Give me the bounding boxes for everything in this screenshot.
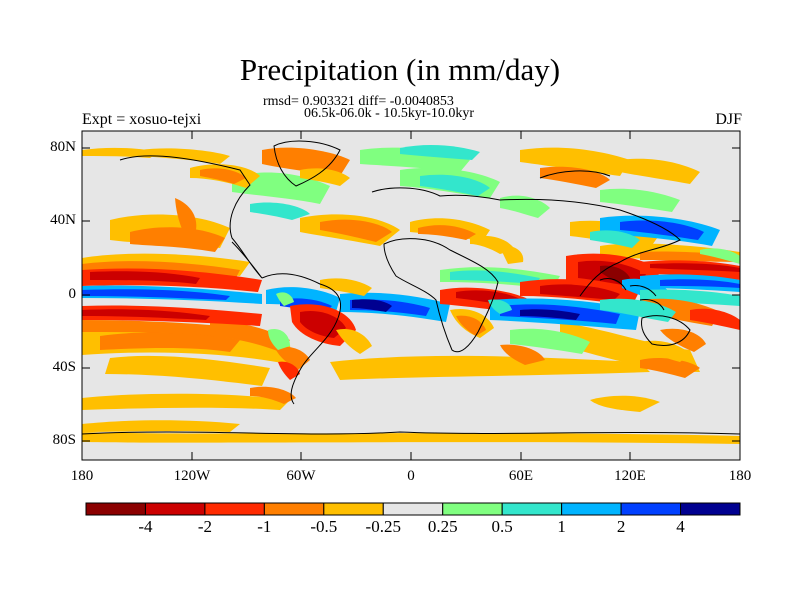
colorbar-swatch [680,502,741,516]
lon-label-180e: 180 [728,468,752,484]
colorbar-label: -0.25 [365,517,401,536]
axis-ticks [82,131,740,460]
colorbar-swatch [323,502,384,516]
lat-label-0: 0 [68,286,77,302]
stats-subtitle: rmsd= 0.903321 diff= -0.0040853 [263,94,454,109]
colorbar-label: 2 [616,517,626,536]
colorbar-label: -1 [257,517,272,536]
colorbar-label: 0.5 [491,517,513,536]
colorbar-swatch [144,502,206,516]
chart-title: Precipitation (in mm/day) [239,52,561,87]
colorbar-swatch [620,502,682,516]
colorbar-swatch [561,502,622,516]
coastlines [82,140,740,435]
colorbar-label: -2 [197,517,212,536]
lon-label-60e: 60E [508,468,534,484]
lon-label-120w: 120W [173,468,211,484]
lat-label-40s: 40S [52,359,76,375]
colorbar-label: 1 [557,517,566,536]
colorbar-label: 0.25 [427,517,458,536]
lat-label-40n: 40N [50,212,76,228]
lat-label-80s: 80S [52,432,76,448]
colorbar-label: -0.5 [310,517,338,536]
colorbar-label: 4 [676,517,685,536]
lon-label-0: 0 [407,468,415,484]
colorbar-swatch [442,502,503,516]
colorbar-swatch [204,502,265,516]
lon-label-120e: 120E [614,468,646,484]
period-subtitle: 06.5k-06.0k - 10.5kyr-10.0kyr [304,106,475,121]
anomaly-field [82,145,740,444]
colorbar-label: -4 [138,517,153,536]
lat-label-80n: 80N [50,139,76,155]
experiment-label: Expt = xosuo-tejxi [82,111,202,128]
colorbar-swatch [85,502,146,516]
lon-label-60w: 60W [286,468,316,484]
lon-label-180w: 180 [70,468,94,484]
colorbar-swatch [263,502,325,516]
season-label: DJF [715,111,742,128]
colorbar-swatch [501,502,563,516]
colorbar-swatch [382,502,444,516]
